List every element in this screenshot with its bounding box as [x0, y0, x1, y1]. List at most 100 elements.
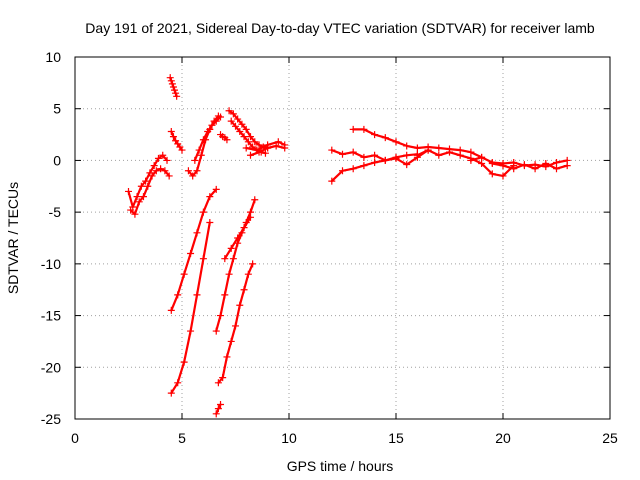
data-point [227, 337, 235, 345]
data-point [328, 177, 336, 185]
data-point [227, 117, 235, 125]
data-point [152, 167, 160, 175]
data-point [240, 224, 248, 232]
data-point [249, 260, 257, 268]
x-tick-label: 15 [388, 430, 404, 446]
data-point [553, 158, 560, 166]
ticks-layer: 0 5 10 15 20 25 -25 -20 -15 -10 -5 0 5 10 [41, 49, 618, 446]
data-point [403, 142, 411, 150]
data-point [171, 86, 179, 94]
data-point [166, 74, 174, 82]
y-tick-label: 10 [45, 49, 61, 65]
series-trace [228, 109, 269, 150]
data-point [392, 154, 400, 162]
data-point [349, 148, 357, 156]
data-point [204, 127, 212, 135]
data-point [184, 167, 192, 175]
series-trace [469, 156, 569, 168]
data-point [371, 151, 379, 159]
series-trace [416, 149, 515, 177]
data-point [174, 291, 182, 299]
data-point [195, 146, 203, 154]
data-point [413, 151, 421, 159]
data-point [242, 125, 250, 133]
data-point [187, 327, 195, 335]
data-point [187, 250, 195, 258]
x-tick-label: 20 [495, 430, 511, 446]
data-point [242, 144, 250, 152]
data-point [371, 131, 379, 139]
data-point [212, 117, 220, 125]
data-point [169, 133, 177, 141]
series-s13 [167, 218, 214, 397]
data-point [553, 165, 560, 173]
data-point [148, 172, 156, 180]
data-point [219, 374, 227, 382]
data-point [232, 322, 239, 330]
data-point [225, 107, 233, 115]
data-point [403, 161, 411, 169]
series-s17 [212, 401, 225, 418]
data-point [199, 136, 207, 144]
y-tick-label: -5 [49, 204, 62, 220]
data-point [381, 156, 389, 164]
y-tick-label: -25 [41, 411, 61, 427]
data-point [167, 127, 175, 135]
data-point [154, 154, 162, 162]
data-point [165, 172, 173, 180]
data-point [131, 210, 139, 218]
data-point [392, 138, 400, 146]
data-point [225, 270, 233, 278]
series-s4 [167, 127, 186, 154]
data-point [251, 138, 259, 146]
series-s1 [125, 151, 171, 211]
data-point [264, 144, 272, 152]
data-point [178, 146, 186, 154]
data-point [159, 151, 167, 159]
data-point [413, 144, 421, 152]
data-point [360, 162, 368, 170]
y-tick-label: 5 [53, 101, 61, 117]
data-point [150, 162, 158, 170]
data-point [240, 133, 248, 141]
data-point [246, 151, 254, 159]
data-point [217, 401, 225, 409]
data-point [193, 167, 201, 175]
data-point [456, 151, 464, 159]
data-point [223, 353, 231, 361]
data-point [478, 153, 486, 161]
data-point [221, 255, 229, 263]
data-point [236, 301, 244, 309]
data-point [371, 158, 379, 166]
series-trace [170, 221, 211, 395]
data-point [246, 133, 254, 141]
data-point [349, 125, 357, 133]
data-point [274, 138, 282, 146]
data-point [217, 113, 225, 121]
data-point [488, 160, 496, 168]
data-point [206, 218, 214, 226]
data-point [246, 213, 254, 221]
y-tick-label: -15 [41, 308, 61, 324]
data-point [133, 193, 141, 201]
data-point [236, 127, 244, 135]
data-point [180, 270, 188, 278]
data-point [217, 312, 225, 320]
data-point [255, 141, 263, 149]
data-point [189, 172, 197, 180]
data-point [167, 77, 175, 85]
data-point [137, 182, 145, 190]
data-point [212, 185, 220, 193]
data-point [173, 92, 181, 100]
data-point [229, 255, 237, 263]
data-point [510, 165, 518, 173]
data-point [435, 144, 443, 152]
data-point [142, 177, 150, 185]
data-point [191, 156, 199, 164]
y-tick-label: 0 [53, 152, 61, 168]
data-point [261, 149, 269, 157]
data-point [232, 122, 239, 130]
chart-title: Day 191 of 2021, Sidereal Day-to-day VTE… [85, 20, 595, 36]
data-point [446, 148, 453, 156]
